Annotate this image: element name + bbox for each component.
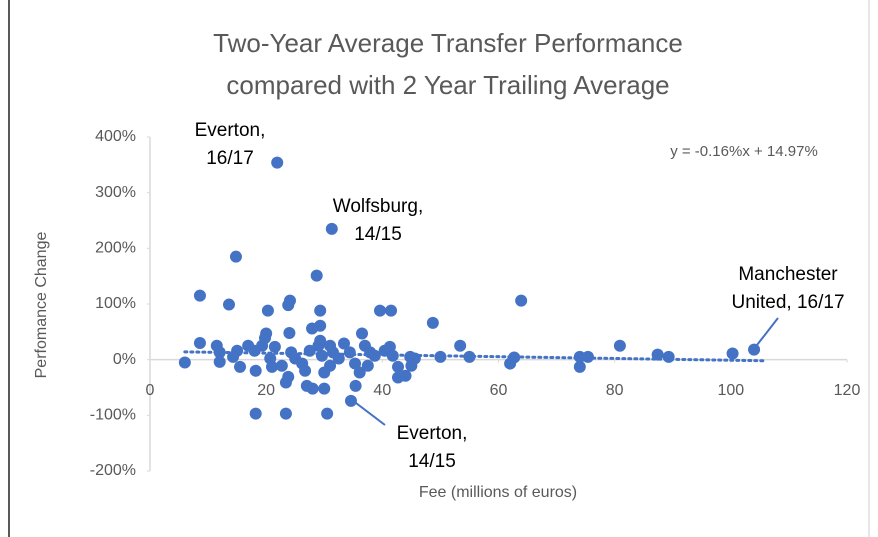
point xyxy=(399,369,412,382)
point xyxy=(573,360,586,373)
point xyxy=(303,344,316,357)
point xyxy=(271,156,284,169)
annotation: 16/17 xyxy=(206,148,254,169)
chart-title: Two-Year Average Transfer Performance xyxy=(213,28,683,58)
point xyxy=(349,379,362,392)
point xyxy=(332,352,345,365)
point xyxy=(581,350,594,363)
point xyxy=(748,343,761,356)
annotation: Everton, xyxy=(397,423,468,444)
annotation: 14/15 xyxy=(354,224,402,245)
point xyxy=(515,294,528,307)
point xyxy=(213,346,226,359)
leader-line xyxy=(355,402,386,426)
point xyxy=(315,349,328,362)
point xyxy=(249,407,262,420)
point xyxy=(193,289,206,302)
point xyxy=(726,347,739,360)
point xyxy=(318,382,331,395)
y-tick-label: 100% xyxy=(95,295,136,312)
point xyxy=(504,357,517,370)
point xyxy=(325,222,338,235)
point xyxy=(306,322,319,335)
point xyxy=(249,364,262,377)
point xyxy=(613,339,626,352)
chart-title: compared with 2 Year Trailing Average xyxy=(226,70,669,100)
point xyxy=(306,382,319,395)
point xyxy=(213,355,226,368)
point xyxy=(310,269,323,282)
x-axis-label: Fee (millions of euros) xyxy=(419,484,577,501)
point xyxy=(374,304,387,317)
point xyxy=(353,366,366,379)
point xyxy=(265,360,278,373)
annotation: Everton, xyxy=(195,120,266,141)
point xyxy=(349,357,362,370)
y-tick-label: 300% xyxy=(95,184,136,201)
point xyxy=(314,304,327,317)
point xyxy=(368,349,381,362)
point xyxy=(361,359,374,372)
x-tick-label: 60 xyxy=(490,382,508,399)
point xyxy=(343,346,356,359)
point xyxy=(662,350,675,363)
point xyxy=(178,356,191,369)
point xyxy=(260,327,273,340)
annotation: United, 16/17 xyxy=(731,292,844,313)
point xyxy=(337,337,350,350)
y-tick-label: 0% xyxy=(113,351,136,368)
y-tick-label: -100% xyxy=(90,407,136,424)
point xyxy=(321,407,334,420)
annotation: 14/15 xyxy=(408,451,456,472)
point xyxy=(299,364,312,377)
y-tick-label: -200% xyxy=(90,462,136,479)
point xyxy=(651,348,664,361)
point xyxy=(261,304,274,317)
annotation: Manchester xyxy=(738,264,838,285)
point xyxy=(222,298,235,311)
y-axis-label: Perfomance Change xyxy=(33,232,50,379)
trend-equation: y = -0.16%x + 14.97% xyxy=(670,143,818,160)
point xyxy=(463,350,476,363)
point xyxy=(234,360,247,373)
point xyxy=(356,327,369,340)
point xyxy=(318,366,331,379)
point xyxy=(282,370,295,383)
point xyxy=(454,339,467,352)
point xyxy=(385,304,398,317)
annotation: Wolfsburg, xyxy=(333,196,423,217)
x-tick-label: 80 xyxy=(606,382,624,399)
x-tick-label: 120 xyxy=(834,382,861,399)
x-tick-label: 0 xyxy=(146,382,155,399)
point xyxy=(275,359,288,372)
point xyxy=(392,360,405,373)
x-tick-label: 20 xyxy=(257,382,275,399)
point xyxy=(405,359,418,372)
point xyxy=(314,334,327,347)
y-tick-label: 200% xyxy=(95,240,136,257)
point xyxy=(282,299,295,312)
point xyxy=(268,340,281,353)
point xyxy=(386,349,399,362)
x-tick-label: 100 xyxy=(717,382,744,399)
point xyxy=(279,407,292,420)
x-tick-label: 40 xyxy=(373,382,391,399)
point xyxy=(434,350,447,363)
point xyxy=(426,316,439,329)
leader-line xyxy=(756,317,779,346)
y-tick-label: 400% xyxy=(95,128,136,145)
point xyxy=(193,336,206,349)
point xyxy=(344,394,357,407)
point xyxy=(283,326,296,339)
point xyxy=(229,250,242,263)
point xyxy=(231,344,244,357)
